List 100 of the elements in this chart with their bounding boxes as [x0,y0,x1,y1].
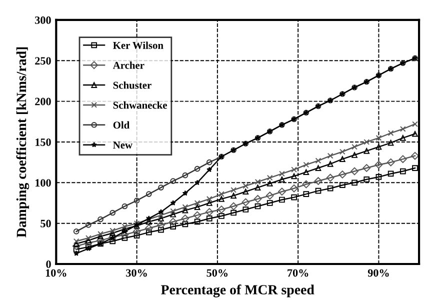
point [206,196,212,202]
y-tick-label: 50 [40,220,51,228]
legend-label: Archer [112,62,144,69]
point [315,158,322,164]
point [182,221,188,228]
point [352,152,358,158]
point [242,188,249,195]
point [350,167,358,176]
point [86,235,92,241]
point [327,185,334,192]
point [144,224,153,232]
point [73,228,80,234]
legend-label: Schuster [113,81,152,89]
point [98,231,104,237]
point [326,174,334,182]
x-axis-title: Percentage of MCR speed [161,284,314,298]
legend-label: Schwanecke [113,101,167,109]
point [206,216,212,222]
point [122,235,128,241]
point [230,210,236,216]
point [400,168,406,174]
point [398,155,407,163]
point [302,180,310,188]
point [86,222,92,228]
point [291,166,297,173]
point [340,182,346,188]
point [376,144,382,150]
point [254,203,261,210]
point [134,198,140,204]
y-tick-label: 150 [36,138,51,146]
point [218,213,224,219]
point [230,187,236,193]
point [158,184,164,190]
y-tick-label: 250 [35,57,51,65]
point [254,195,262,203]
point [230,192,236,199]
point [73,240,80,247]
point [279,196,285,203]
point [194,200,200,206]
point [412,130,418,137]
point [362,164,371,172]
point [146,191,152,197]
point [266,174,273,181]
point [376,174,382,180]
point [132,228,141,236]
point [170,211,176,218]
point [110,238,116,244]
point [170,178,176,184]
x-tick-label: 50% [206,269,228,277]
point [98,216,104,222]
point [338,170,346,178]
point [386,158,395,166]
point [266,200,273,206]
point [314,177,322,185]
point [364,139,370,145]
legend-label: New [113,142,132,149]
point [303,162,310,168]
point [120,230,129,239]
point [315,165,322,171]
point [242,183,249,189]
y-tick-label: 0 [46,260,51,268]
point [400,126,406,132]
point [157,221,165,229]
point [158,226,164,233]
y-tick-label: 200 [35,98,51,106]
point [352,180,358,186]
point [134,232,140,238]
point [303,191,310,197]
point [181,214,190,222]
point [73,246,80,252]
point [303,169,310,176]
point [376,135,382,141]
x-tick-label: 10% [46,269,66,277]
point [340,156,346,162]
point [206,159,212,166]
y-axis-title: Damping coefficient [kNms/rad] [16,47,30,238]
point [193,211,202,220]
point [412,165,418,171]
point [146,229,152,236]
point [194,204,200,210]
point [315,188,322,194]
point [158,216,164,222]
point [170,224,176,230]
point [254,178,261,185]
point [122,203,128,210]
point [205,208,214,216]
legend-label: Old [113,121,130,129]
point [194,218,200,225]
point [364,176,370,182]
point [266,180,273,186]
point [279,176,285,182]
point [242,206,249,212]
point [84,238,92,247]
x-tick-label: 70% [288,269,308,277]
point [170,208,176,214]
point [72,242,80,250]
point [291,173,297,180]
point [278,188,286,196]
point [182,204,188,210]
point [182,172,188,178]
